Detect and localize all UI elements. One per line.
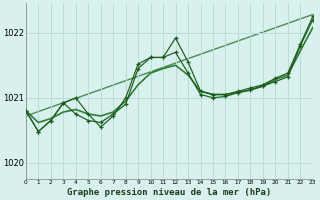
X-axis label: Graphe pression niveau de la mer (hPa): Graphe pression niveau de la mer (hPa): [67, 188, 271, 197]
